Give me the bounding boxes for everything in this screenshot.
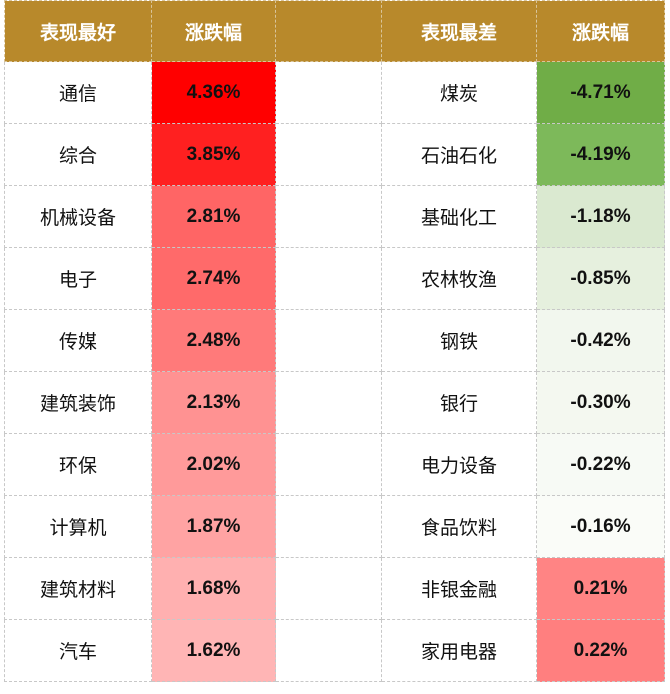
worst-change-value: -1.18%: [536, 185, 665, 248]
gap-cell: [275, 185, 382, 248]
worst-change-value: 0.22%: [536, 619, 665, 682]
best-change-value: 2.13%: [151, 371, 276, 434]
worst-change-value: 0.21%: [536, 557, 665, 620]
table-row: 电子 2.74% 农林牧渔 -0.85%: [4, 247, 665, 310]
gap-cell: [275, 433, 382, 496]
best-industry-name: 电子: [4, 247, 152, 310]
worst-industry-name: 电力设备: [381, 433, 537, 496]
worst-change-value: -0.85%: [536, 247, 665, 310]
best-change-value: 1.87%: [151, 495, 276, 558]
worst-industry-name: 家用电器: [381, 619, 537, 682]
worst-change-value: -0.42%: [536, 309, 665, 372]
best-industry-name: 建筑装饰: [4, 371, 152, 434]
best-industry-name: 传媒: [4, 309, 152, 372]
best-change-value: 2.02%: [151, 433, 276, 496]
best-change-value: 1.68%: [151, 557, 276, 620]
gap-cell: [275, 371, 382, 434]
worst-change-value: -4.19%: [536, 123, 665, 186]
industry-performance-table: 表现最好 涨跌幅 表现最差 涨跌幅 通信 4.36% 煤炭 -4.71% 综合 3.85%…: [4, 0, 665, 682]
worst-change-value: -0.22%: [536, 433, 665, 496]
best-change-header: 涨跌幅: [151, 0, 276, 62]
best-industry-name: 汽车: [4, 619, 152, 682]
table-row: 通信 4.36% 煤炭 -4.71%: [4, 61, 665, 124]
best-industry-name: 综合: [4, 123, 152, 186]
worst-industry-name: 农林牧渔: [381, 247, 537, 310]
gap-cell: [275, 495, 382, 558]
table-body: 通信 4.36% 煤炭 -4.71% 综合 3.85% 石油石化 -4.19% 机械设备 2.81…: [4, 61, 665, 682]
gap-header: [275, 0, 382, 62]
table-row: 综合 3.85% 石油石化 -4.19%: [4, 123, 665, 186]
table-row: 机械设备 2.81% 基础化工 -1.18%: [4, 185, 665, 248]
table-header: 表现最好 涨跌幅 表现最差 涨跌幅: [4, 0, 665, 62]
best-change-value: 2.81%: [151, 185, 276, 248]
best-industry-name: 建筑材料: [4, 557, 152, 620]
best-change-value: 4.36%: [151, 61, 276, 124]
worst-industry-name: 煤炭: [381, 61, 537, 124]
worst-industry-name: 非银金融: [381, 557, 537, 620]
table-row: 环保 2.02% 电力设备 -0.22%: [4, 433, 665, 496]
worst-industry-name: 钢铁: [381, 309, 537, 372]
best-change-value: 2.48%: [151, 309, 276, 372]
gap-cell: [275, 61, 382, 124]
best-change-value: 1.62%: [151, 619, 276, 682]
table-row: 汽车 1.62% 家用电器 0.22%: [4, 619, 665, 682]
best-change-value: 3.85%: [151, 123, 276, 186]
table-row: 建筑装饰 2.13% 银行 -0.30%: [4, 371, 665, 434]
best-industry-name: 机械设备: [4, 185, 152, 248]
table-row: 计算机 1.87% 食品饮料 -0.16%: [4, 495, 665, 558]
gap-cell: [275, 247, 382, 310]
worst-industry-name: 食品饮料: [381, 495, 537, 558]
worst-change-header: 涨跌幅: [536, 0, 665, 62]
gap-cell: [275, 557, 382, 620]
worst-industry-name: 银行: [381, 371, 537, 434]
header-row: 表现最好 涨跌幅 表现最差 涨跌幅: [4, 0, 665, 62]
worst-industry-name: 基础化工: [381, 185, 537, 248]
best-industry-name: 环保: [4, 433, 152, 496]
table-row: 传媒 2.48% 钢铁 -0.42%: [4, 309, 665, 372]
gap-cell: [275, 619, 382, 682]
gap-cell: [275, 123, 382, 186]
worst-change-value: -4.71%: [536, 61, 665, 124]
worst-industry-name: 石油石化: [381, 123, 537, 186]
best-industry-name: 计算机: [4, 495, 152, 558]
worst-header: 表现最差: [381, 0, 537, 62]
best-header: 表现最好: [4, 0, 152, 62]
best-industry-name: 通信: [4, 61, 152, 124]
gap-cell: [275, 309, 382, 372]
table-row: 建筑材料 1.68% 非银金融 0.21%: [4, 557, 665, 620]
best-change-value: 2.74%: [151, 247, 276, 310]
worst-change-value: -0.30%: [536, 371, 665, 434]
industry-performance-table-wrap: 表现最好 涨跌幅 表现最差 涨跌幅 通信 4.36% 煤炭 -4.71% 综合 3.85%…: [4, 0, 670, 682]
worst-change-value: -0.16%: [536, 495, 665, 558]
